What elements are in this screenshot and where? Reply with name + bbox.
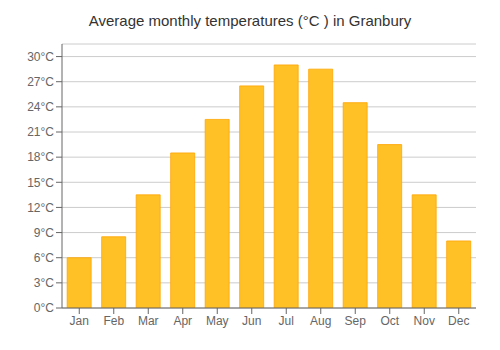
svg-text:27°C: 27°C xyxy=(27,75,54,89)
svg-text:12°C: 12°C xyxy=(27,201,54,215)
svg-text:18°C: 18°C xyxy=(27,150,54,164)
svg-text:6°C: 6°C xyxy=(34,251,54,265)
svg-text:Jul: Jul xyxy=(279,314,294,328)
svg-text:Sep: Sep xyxy=(345,314,367,328)
svg-text:24°C: 24°C xyxy=(27,100,54,114)
svg-text:Dec: Dec xyxy=(448,314,469,328)
svg-text:15°C: 15°C xyxy=(27,176,54,190)
svg-text:May: May xyxy=(206,314,229,328)
svg-text:Nov: Nov xyxy=(414,314,435,328)
svg-text:Jun: Jun xyxy=(242,314,261,328)
svg-text:Jan: Jan xyxy=(70,314,89,328)
svg-text:3°C: 3°C xyxy=(34,276,54,290)
svg-text:Mar: Mar xyxy=(138,314,159,328)
svg-text:Aug: Aug xyxy=(310,314,331,328)
svg-text:Oct: Oct xyxy=(380,314,399,328)
svg-text:9°C: 9°C xyxy=(34,226,54,240)
svg-text:21°C: 21°C xyxy=(27,125,54,139)
svg-text:0°C: 0°C xyxy=(34,301,54,315)
html-text:Average monthly temperatures (: Average monthly temperatures (°C ) in Gr… xyxy=(88,12,412,29)
svg-text:Feb: Feb xyxy=(103,314,124,328)
svg-text:Apr: Apr xyxy=(173,314,192,328)
svg-text:30°C: 30°C xyxy=(27,50,54,64)
